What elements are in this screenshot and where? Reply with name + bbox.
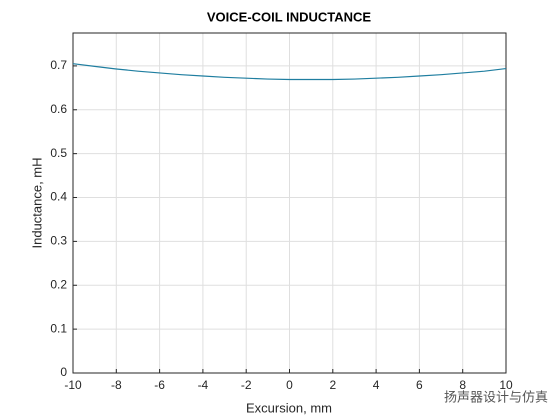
x-tick-label: 10: [499, 378, 513, 392]
watermark: 扬声器设计与仿真: [444, 389, 548, 404]
x-tick-label: -10: [64, 378, 82, 392]
y-tick-label: 0.4: [50, 190, 67, 204]
y-tick-label: 0: [60, 365, 67, 379]
x-tick-label: 2: [329, 378, 336, 392]
x-tick-label: -2: [241, 378, 252, 392]
x-axis-label: Excursion, mm: [246, 400, 332, 415]
x-tick-label: 0: [286, 378, 293, 392]
y-tick-label: 0.7: [50, 58, 67, 72]
y-tick-label: 0.2: [50, 277, 67, 291]
x-tick-label: 8: [459, 378, 466, 392]
y-tick-label: 0.6: [50, 102, 67, 116]
data-line: [72, 63, 507, 81]
y-tick-label: 0.5: [50, 146, 67, 160]
x-tick-label: 4: [373, 378, 380, 392]
y-tick-label: 0.1: [50, 321, 67, 335]
chart-title: VOICE-COIL INDUCTANCE: [207, 9, 372, 24]
x-tick-label: -8: [111, 378, 122, 392]
y-axis-label: Inductance, mH: [29, 157, 44, 248]
x-tick-label: -4: [198, 378, 209, 392]
x-tick-label: -6: [154, 378, 165, 392]
y-tick-label: 0.3: [50, 234, 67, 248]
plot-frame: [72, 32, 507, 374]
x-tick-label: 6: [416, 378, 423, 392]
